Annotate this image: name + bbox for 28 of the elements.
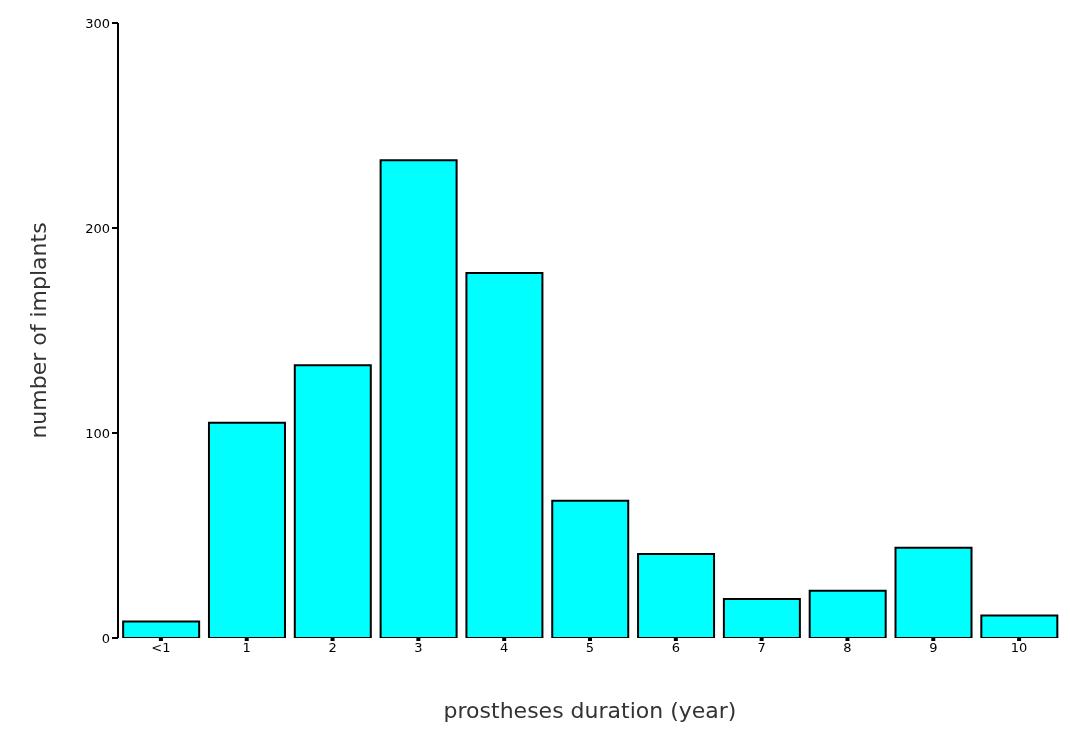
x-tick-label: 3	[414, 640, 423, 656]
bar	[980, 614, 1059, 638]
x-tick-label: 2	[328, 640, 337, 656]
x-tick-label: 5	[585, 640, 595, 656]
bar	[207, 421, 286, 638]
y-tick-label: 100	[85, 425, 110, 441]
bar	[808, 589, 887, 638]
bar	[894, 546, 973, 638]
bar	[722, 598, 801, 638]
x-tick-label: 10	[1010, 640, 1028, 656]
y-axis-title: number of implants	[25, 222, 51, 439]
x-tick-label: 7	[757, 640, 766, 656]
y-tick-label: 300	[85, 15, 110, 31]
bar	[293, 364, 372, 638]
x-tick-label: 8	[843, 640, 852, 656]
x-tick-label: 6	[671, 640, 680, 656]
x-axis-title: prostheses duration (year)	[443, 698, 737, 723]
x-tick-label: 4	[500, 640, 509, 656]
x-tick-label: 9	[929, 640, 938, 656]
bar	[122, 620, 201, 638]
bar	[379, 159, 458, 638]
bar	[551, 499, 630, 638]
y-tick-label: 200	[85, 220, 110, 236]
x-tick-label: 1	[242, 640, 251, 656]
bar	[637, 552, 716, 638]
bar	[465, 272, 544, 638]
x-tick-label: <1	[151, 640, 171, 656]
y-tick-label: 0	[101, 630, 110, 646]
